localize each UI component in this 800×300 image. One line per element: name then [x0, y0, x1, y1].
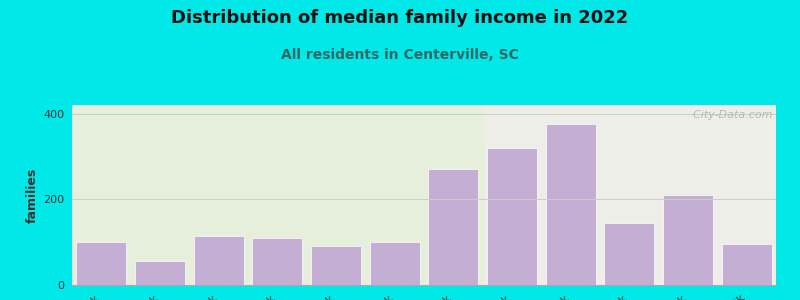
Bar — [429, 169, 478, 285]
Y-axis label: families: families — [26, 167, 39, 223]
Bar — [77, 242, 126, 285]
Bar — [370, 242, 419, 285]
Bar — [722, 244, 771, 285]
Text: Distribution of median family income in 2022: Distribution of median family income in … — [171, 9, 629, 27]
Bar — [253, 238, 302, 285]
Bar — [605, 223, 654, 285]
Bar — [546, 124, 595, 285]
Bar — [194, 236, 243, 285]
Bar — [135, 261, 185, 285]
Bar — [311, 246, 361, 285]
Bar — [663, 195, 713, 285]
Text: All residents in Centerville, SC: All residents in Centerville, SC — [281, 48, 519, 62]
Bar — [72, 105, 482, 285]
Bar — [487, 148, 537, 285]
Text: City-Data.com: City-Data.com — [686, 110, 773, 120]
